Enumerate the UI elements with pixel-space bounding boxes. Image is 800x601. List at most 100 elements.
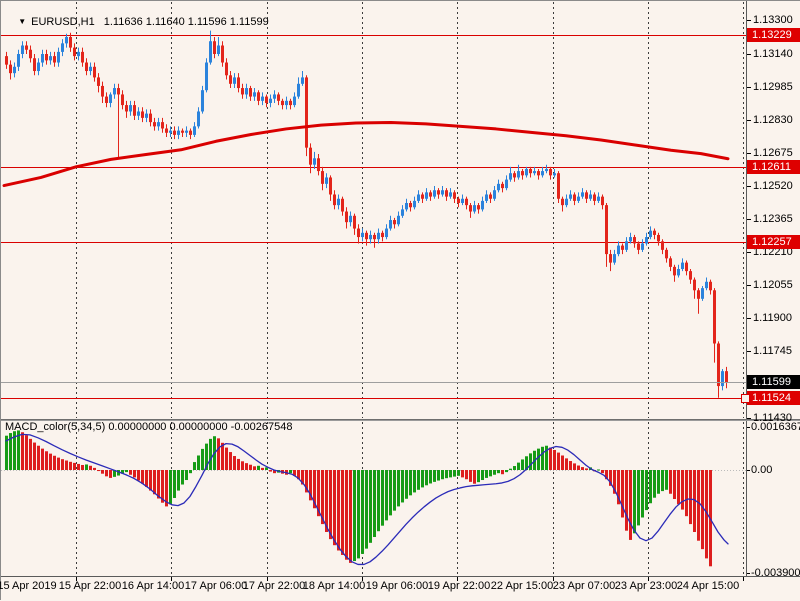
candle-body — [449, 192, 452, 197]
candle-body — [297, 83, 300, 97]
macd-histogram-bar — [525, 456, 528, 470]
candle-body — [257, 92, 260, 101]
macd-histogram-bar — [409, 470, 412, 496]
candle-body — [337, 198, 340, 206]
macd-histogram-bar — [601, 470, 604, 474]
macd-histogram-bar — [477, 470, 480, 483]
candle-body — [401, 209, 404, 216]
candle-body — [561, 198, 564, 206]
candle-body — [593, 194, 596, 201]
macd-histogram-bar — [93, 467, 96, 470]
candle-body — [301, 77, 304, 84]
candle-body — [305, 77, 308, 148]
macd-histogram-bar — [641, 470, 644, 518]
candle-body — [477, 205, 480, 210]
macd-histogram-bar — [373, 470, 376, 538]
symbol-dropdown-icon[interactable]: ▼ — [18, 17, 27, 26]
candle-body — [373, 234, 376, 240]
candle-body — [629, 237, 632, 242]
macd-histogram-bar — [13, 431, 16, 470]
candle-body — [665, 249, 668, 259]
candle-body — [393, 220, 396, 225]
macd-histogram-bar — [57, 457, 60, 470]
candle-body — [173, 130, 176, 135]
macd-histogram-bar — [421, 470, 424, 488]
candle-body — [229, 75, 232, 84]
macd-histogram-bar — [513, 466, 516, 470]
candle-body — [681, 262, 684, 269]
macd-histogram-bar — [697, 470, 700, 541]
macd-histogram-bar — [617, 470, 620, 505]
macd-histogram-bar — [169, 470, 172, 505]
macd-histogram-bar — [405, 470, 408, 499]
candle-body — [105, 96, 108, 103]
price-axis-label: 1.11430 — [753, 412, 792, 424]
macd-histogram-bar — [653, 470, 656, 498]
macd-histogram-bar — [429, 470, 432, 484]
candle-body — [345, 211, 348, 223]
candle-body — [389, 220, 392, 229]
macd-histogram-bar — [305, 470, 308, 493]
macd-histogram-bar — [693, 470, 696, 533]
candle-body — [241, 88, 244, 95]
candle-body — [313, 158, 316, 165]
macd-histogram-bar — [149, 470, 152, 491]
candle-body — [269, 98, 272, 103]
candle-body — [501, 183, 504, 189]
candle-body — [489, 194, 492, 199]
macd-histogram-bar — [269, 470, 272, 472]
window-splitter[interactable] — [1, 419, 800, 421]
candle-body — [525, 168, 528, 176]
candle-body — [113, 88, 116, 95]
candle-body — [245, 88, 248, 95]
macd-histogram-bar — [289, 470, 292, 474]
macd-histogram-bar — [605, 470, 608, 480]
candle-body — [33, 58, 36, 72]
candle-body — [689, 271, 692, 280]
candle-body — [137, 111, 140, 116]
candle-body — [417, 194, 420, 201]
macd-histogram-bar — [201, 448, 204, 470]
macd-histogram-bar — [245, 463, 248, 470]
price-axis-label: 1.12365 — [753, 212, 793, 225]
candle-body — [157, 122, 160, 127]
macd-histogram-bar — [537, 448, 540, 470]
macd-histogram-bar — [361, 470, 364, 554]
macd-histogram-bar — [665, 470, 668, 490]
macd-axis-label: 0.00 — [751, 464, 773, 476]
candle-body — [69, 36, 72, 48]
price-axis-label: 1.12675 — [753, 146, 793, 159]
macd-histogram-bar — [629, 470, 632, 540]
macd-histogram-bar — [53, 455, 56, 470]
macd-histogram-bar — [129, 470, 132, 475]
macd-indicator-label: MACD_color(5,34,5) 0.00000000 0.00000000… — [5, 421, 293, 433]
candle-body — [453, 192, 456, 199]
candle-body — [221, 45, 224, 63]
candle-body — [377, 232, 380, 240]
macd-histogram-bar — [649, 470, 652, 504]
macd-histogram-bar — [365, 470, 368, 549]
candle-body — [185, 130, 188, 133]
candle-body — [461, 198, 464, 204]
macd-histogram-bar — [313, 470, 316, 509]
macd-histogram-bar — [613, 470, 616, 494]
macd-histogram-bar — [125, 470, 128, 473]
macd-histogram-bar — [325, 470, 328, 533]
macd-histogram-bar — [321, 470, 324, 525]
level-price-box: 1.11524 — [747, 390, 800, 405]
candle-body — [409, 203, 412, 208]
macd-histogram-bar — [253, 466, 256, 470]
macd-histogram-bar — [5, 435, 8, 470]
candle-body — [201, 90, 204, 112]
macd-histogram-bar — [705, 470, 708, 559]
macd-histogram-bar — [265, 467, 268, 470]
macd-histogram-bar — [569, 461, 572, 470]
hline-object-marker[interactable] — [741, 394, 750, 403]
macd-histogram-bar — [581, 467, 584, 470]
candle-body — [529, 168, 532, 174]
time-axis-label: 19 Apr 06:00 — [365, 580, 429, 592]
macd-histogram-bar — [529, 453, 532, 470]
candle-body — [677, 268, 680, 276]
candle-body — [29, 49, 32, 59]
